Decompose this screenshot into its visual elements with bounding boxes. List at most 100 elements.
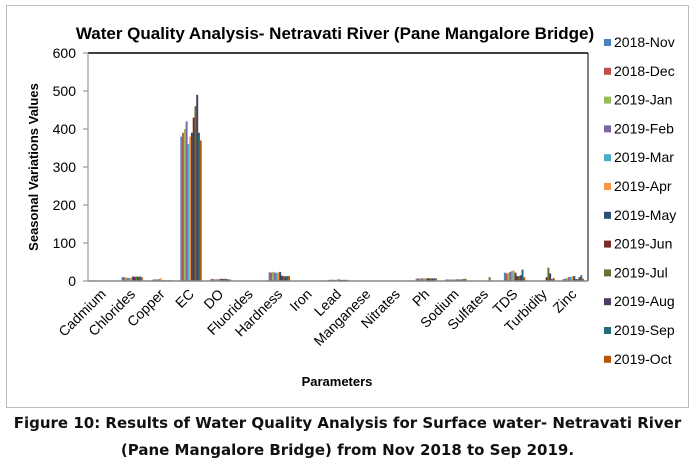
bar-sodium-2019-jan <box>448 279 451 281</box>
bar-hardness-2019-mar <box>275 272 278 281</box>
legend-item: 2019-May <box>614 207 676 223</box>
bar-ph-2019-may <box>426 278 429 281</box>
bar-tds-2019-aug <box>519 275 522 281</box>
bar-sodium-2019-sep <box>462 279 465 281</box>
bar-ec-2019-jul <box>194 106 197 281</box>
legend-item: 2019-Sep <box>614 322 675 338</box>
bar-lead-2019-apr <box>336 279 339 281</box>
bar-zinc-2018-dec <box>564 278 567 281</box>
bar-chlorides-2019-sep <box>139 276 142 281</box>
bar-tds-2019-mar <box>510 271 513 281</box>
bar-zinc-2019-feb <box>568 277 570 281</box>
legend-swatch <box>604 269 611 277</box>
bar-hardness-2019-jan <box>272 271 275 281</box>
legend-item: 2019-Feb <box>614 120 674 136</box>
bar-zinc-2019-aug <box>578 277 581 281</box>
bar-ph-2019-jun <box>428 278 430 281</box>
bar-tds-2019-oct <box>523 277 526 281</box>
bar-zinc-2019-jun <box>575 279 578 281</box>
bar-chlorides-2018-dec <box>123 277 126 281</box>
bar-zinc-2019-apr <box>571 276 574 281</box>
caption-line-2: (Pane Mangalore Bridge) from Nov 2018 to… <box>120 441 575 459</box>
bar-do-2019-feb <box>215 279 218 281</box>
bar-do-2019-jul <box>223 278 226 281</box>
bar-tds-2019-jul <box>518 276 520 281</box>
bar-hardness-2019-apr <box>277 272 280 281</box>
bar-ec-2019-may <box>190 132 193 281</box>
bar-chlorides-2019-jan <box>125 277 128 281</box>
legend-item: 2018-Nov <box>614 34 675 50</box>
bar-sodium-2019-aug <box>460 279 463 281</box>
bar-ec-2019-aug <box>196 94 199 281</box>
y-tick-label: 0 <box>68 273 76 289</box>
bar-turbidity-2019-jun <box>545 277 548 281</box>
bar-ph-2019-feb <box>420 278 423 281</box>
bar-zinc-2019-sep <box>580 275 583 281</box>
bar-tds-2019-jun <box>516 276 519 281</box>
bar-ph-2019-oct <box>435 278 438 281</box>
y-tick-label: 600 <box>53 45 77 61</box>
bar-ec-2018-nov <box>180 136 183 281</box>
bar-hardness-2018-dec <box>270 272 273 281</box>
legend-item: 2018-Dec <box>614 63 675 79</box>
bar-chlorides-2019-feb <box>126 277 129 281</box>
bar-copper-2019-jan <box>154 279 157 281</box>
bar-do-2019-jan <box>213 279 216 281</box>
legend-item: 2019-Mar <box>614 149 674 165</box>
bar-ec-2018-dec <box>182 132 185 281</box>
bar-ph-2019-aug <box>431 278 434 281</box>
bar-chlorides-2019-mar <box>128 277 131 281</box>
x-tick-label: Iron <box>286 286 314 314</box>
bar-do-2019-oct <box>229 279 232 281</box>
bar-zinc-2019-oct <box>582 278 585 281</box>
bar-do-2019-jun <box>222 279 225 281</box>
bar-hardness-2019-oct <box>288 276 290 281</box>
bar-do-2019-may <box>220 278 223 281</box>
legend-item: 2019-Apr <box>614 178 672 194</box>
x-axis-label: Parameters <box>302 374 373 389</box>
bar-sodium-2018-nov <box>445 279 448 281</box>
bar-chlorides-2019-may <box>132 276 135 281</box>
x-tick-label: Zinc <box>549 286 579 316</box>
bar-turbidity-2019-jul <box>547 267 550 281</box>
bar-do-2018-nov <box>209 279 212 281</box>
bar-chlorides-2019-jun <box>133 276 136 281</box>
bar-tds-2018-dec <box>505 273 508 281</box>
bar-do-2019-aug <box>225 279 228 281</box>
legend-item: 2019-Oct <box>614 351 672 367</box>
bar-zinc-2019-mar <box>569 276 572 281</box>
bar-tds-2019-apr <box>512 270 515 281</box>
bar-sulfates-2019-jul <box>488 277 491 281</box>
bar-ph-2019-jan <box>419 278 422 281</box>
bar-sodium-2019-jul <box>459 279 462 281</box>
bar-ph-2019-apr <box>424 278 427 281</box>
bar-hardness-2019-jun <box>280 275 283 281</box>
legend-item: 2019-Jan <box>614 92 672 108</box>
bar-ph-2019-mar <box>422 278 425 281</box>
bar-ph-2019-sep <box>433 278 436 281</box>
legend-item: 2019-Aug <box>614 293 675 309</box>
legend-swatch <box>604 355 611 363</box>
bar-sodium-2018-dec <box>446 279 449 281</box>
bar-hardness-2019-aug <box>284 276 287 281</box>
bar-sodium-2019-mar <box>452 279 455 281</box>
bar-sodium-2019-may <box>455 279 458 281</box>
bar-ph-2019-jul <box>429 278 432 281</box>
bar-sodium-2019-jun <box>457 279 460 281</box>
legend-swatch <box>604 240 611 248</box>
bar-ph-2018-nov <box>415 278 418 281</box>
bar-ec-2019-jun <box>192 117 195 281</box>
bar-turbidity-2019-aug <box>549 273 552 281</box>
y-tick-label: 200 <box>53 197 77 213</box>
bar-do-2019-mar <box>216 279 219 281</box>
legend-swatch <box>604 154 611 162</box>
bar-chlorides-2019-jul <box>135 276 138 281</box>
bar-lead-2019-jan <box>330 279 333 281</box>
bar-copper-2019-feb <box>156 279 159 281</box>
bar-hardness-2019-jul <box>282 276 285 281</box>
bar-chlorides-2019-aug <box>137 276 140 281</box>
legend-swatch <box>604 125 611 133</box>
bar-chlorides-2018-nov <box>121 277 124 281</box>
bar-tds-2018-nov <box>503 272 506 281</box>
bar-chlorides-2019-apr <box>130 277 133 281</box>
